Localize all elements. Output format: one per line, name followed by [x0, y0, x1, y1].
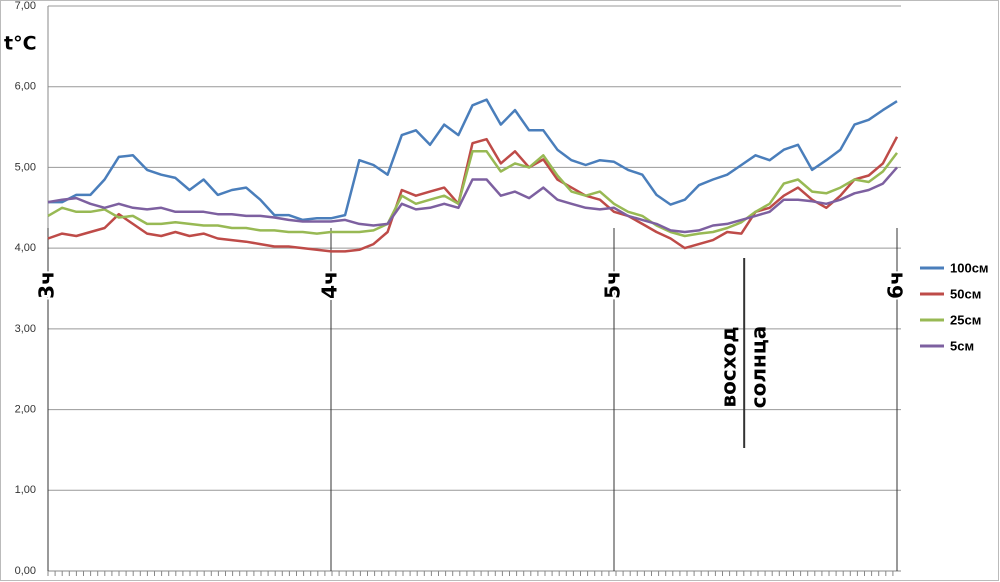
y-tick-label: 6,00	[15, 81, 36, 93]
x-tick-label: 4ч	[318, 271, 342, 299]
x-tick-label: 3ч	[35, 271, 59, 299]
legend-label: 5см	[950, 338, 974, 353]
y-tick-label: 5,00	[15, 161, 36, 173]
y-tick-label: 2,00	[15, 403, 36, 415]
annotation: солнца	[747, 326, 771, 408]
y-tick-label: 7,00	[15, 0, 36, 12]
annotation: восход	[717, 326, 741, 407]
legend-label: 100см	[950, 260, 989, 275]
y-tick-label: 3,00	[15, 323, 36, 335]
legend-label: 25см	[950, 312, 981, 327]
series-line	[47, 150, 898, 238]
legend-label: 50см	[950, 286, 981, 301]
y-tick-label: 1,00	[15, 484, 36, 496]
y-tick-label: 4,00	[15, 242, 36, 254]
x-tick-label: 6ч	[884, 271, 908, 299]
x-tick-label: 5ч	[601, 271, 625, 299]
series-line	[48, 98, 898, 222]
y-tick-label: 0,00	[15, 565, 36, 577]
y-axis-label: t°C	[4, 33, 37, 55]
series-line	[47, 166, 898, 234]
